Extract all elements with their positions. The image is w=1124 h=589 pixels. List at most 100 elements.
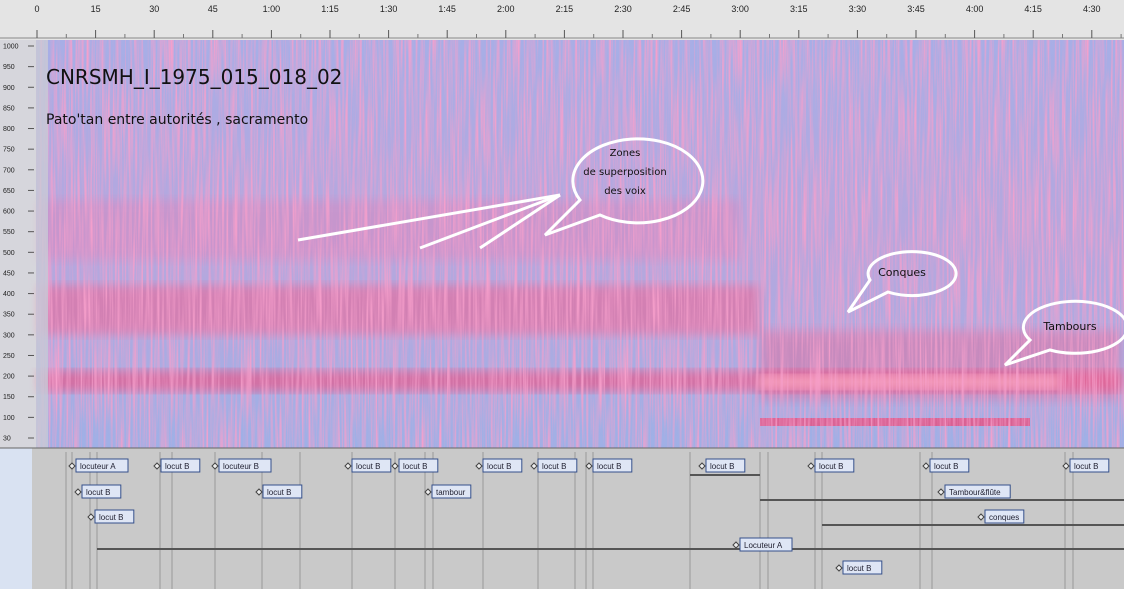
arrow xyxy=(479,193,561,250)
frequency-label: 250 xyxy=(3,353,15,360)
time-label: 3:45 xyxy=(907,4,925,14)
time-label: 1:00 xyxy=(263,4,281,14)
frequency-label: 700 xyxy=(3,167,15,174)
segment-label-box xyxy=(537,458,578,473)
marker xyxy=(74,488,82,496)
time-label: 30 xyxy=(149,4,159,14)
segment-label: locuteur A xyxy=(80,462,116,471)
speech-bubble xyxy=(1003,299,1124,367)
segment-label: locut B xyxy=(487,462,511,471)
segment-label: locut B xyxy=(267,488,291,497)
segment-label: locut B xyxy=(819,462,843,471)
frequency-label: 850 xyxy=(3,105,15,112)
segment-label-box xyxy=(984,509,1025,524)
segment-label-box xyxy=(262,484,303,499)
segment-label-box xyxy=(929,458,970,473)
time-label: 2:45 xyxy=(673,4,691,14)
time-label: 4:15 xyxy=(1024,4,1042,14)
segment-label-box xyxy=(94,509,135,524)
segment-label: locut B xyxy=(542,462,566,471)
time-label: 15 xyxy=(91,4,101,14)
annotation-text: Zones xyxy=(610,148,641,159)
segment-label-box xyxy=(160,458,201,473)
marker xyxy=(1062,462,1070,470)
time-label: 3:00 xyxy=(731,4,749,14)
recording-id: CNRSMH_I_1975_015_018_02 xyxy=(46,65,342,89)
annotation-text: Conques xyxy=(878,266,926,279)
segment-label-box xyxy=(944,484,1011,499)
segment-label: tambour xyxy=(436,488,466,497)
marker xyxy=(344,462,352,470)
time-label: 1:30 xyxy=(380,4,398,14)
silence xyxy=(36,40,48,448)
segment-label: Tambour&flûte xyxy=(949,488,1001,497)
time-label: 2:00 xyxy=(497,4,515,14)
segment-label: locut B xyxy=(99,513,123,522)
marker xyxy=(87,513,95,521)
frequency-label: 500 xyxy=(3,250,15,257)
marker xyxy=(211,462,219,470)
arrow xyxy=(419,193,561,250)
marker xyxy=(475,462,483,470)
ruler xyxy=(0,0,1124,40)
marker xyxy=(424,488,432,496)
segment-label: locut B xyxy=(165,462,189,471)
marker xyxy=(68,462,76,470)
marker xyxy=(530,462,538,470)
segment-label: locut B xyxy=(86,488,110,497)
segment-label-box xyxy=(705,458,746,473)
ruler-ticks: 0 15 30 45 1:00 1:15 1:30 1:45 2:00 2:15 2:30 2:45 3… xyxy=(34,4,1122,38)
frequency-label: 100 xyxy=(3,415,15,422)
marker xyxy=(698,462,706,470)
segment-label: locut B xyxy=(403,462,427,471)
annotation-text: de superposition xyxy=(583,167,666,178)
segment-label-box xyxy=(75,458,129,473)
segment-label: locut B xyxy=(934,462,958,471)
frequency-label: 550 xyxy=(3,229,15,236)
annotation-text: Tambours xyxy=(1042,320,1097,333)
segment-label-box xyxy=(482,458,523,473)
frequency-label: 750 xyxy=(3,147,15,154)
segment-label-box xyxy=(431,484,472,499)
frequency-label: 950 xyxy=(3,64,15,71)
time-label: 4:30 xyxy=(1083,4,1101,14)
marker xyxy=(732,541,740,549)
segment-label-box xyxy=(1069,458,1110,473)
frequency-label: 650 xyxy=(3,188,15,195)
segment-label-box xyxy=(739,537,793,552)
annotation-text: des voix xyxy=(604,186,646,197)
segment-label: locuteur B xyxy=(223,462,259,471)
marker xyxy=(807,462,815,470)
marker xyxy=(937,488,945,496)
tiers: locuteur A locut B locuteur B locut B locut … xyxy=(65,452,1124,589)
time-label: 0 xyxy=(34,4,39,14)
segment-label: locut B xyxy=(847,564,871,573)
marker xyxy=(835,564,843,572)
segment-label: locut B xyxy=(597,462,621,471)
segment-label: locut B xyxy=(1074,462,1098,471)
time-label: 3:15 xyxy=(790,4,808,14)
segment-label-box xyxy=(351,458,392,473)
frequency-labels: 1000 950 900 850 800 750 700 650 600 550 500 450 400… xyxy=(3,44,34,443)
segment-label-box xyxy=(218,458,272,473)
segment-label-box xyxy=(81,484,122,499)
recording-title: Pato'tan entre autorités , sacramento xyxy=(46,112,308,128)
segment-label: conques xyxy=(989,513,1019,522)
frequency-label: 800 xyxy=(3,126,15,133)
spectrogram-texture xyxy=(36,40,1124,448)
tier-gutter xyxy=(0,448,32,589)
segment-label: locut B xyxy=(356,462,380,471)
segment-label-box xyxy=(398,458,439,473)
segment-label: Locuteur A xyxy=(744,541,783,550)
frequency-label: 150 xyxy=(3,394,15,401)
segment-label: locut B xyxy=(710,462,734,471)
frequency-axis xyxy=(0,40,36,448)
segment-label-box xyxy=(592,458,633,473)
spectrogram xyxy=(36,40,1124,448)
time-label: 4:00 xyxy=(966,4,984,14)
marker xyxy=(585,462,593,470)
time-label: 45 xyxy=(208,4,218,14)
frequency-label: 300 xyxy=(3,332,15,339)
frequency-label: 30 xyxy=(3,436,11,443)
